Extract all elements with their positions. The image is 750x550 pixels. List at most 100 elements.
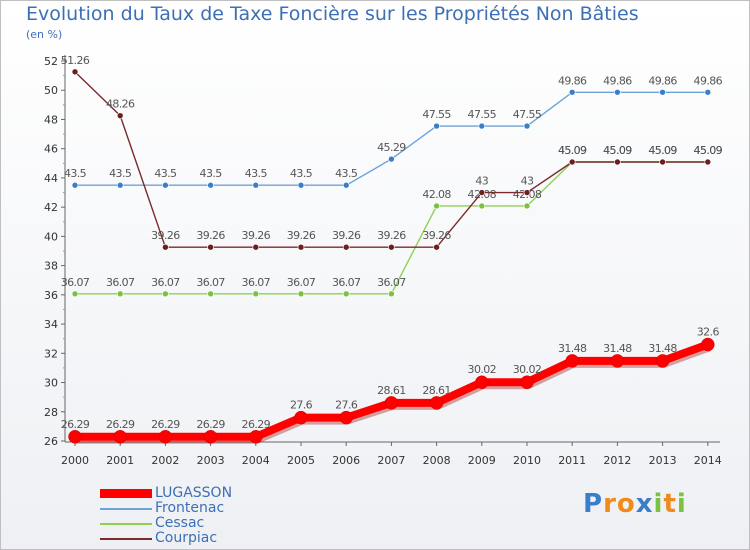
data-label: 39.26 [287,229,316,242]
y-tick-label: 52 [44,55,58,68]
data-label: 36.07 [106,276,135,289]
data-label: 43.5 [64,167,87,180]
y-tick-label: 26 [44,435,58,448]
data-point [520,375,534,389]
x-tick-label: 2005 [287,454,315,467]
data-label: 49.86 [558,74,587,87]
x-tick-label: 2008 [423,454,451,467]
data-label: 45.09 [603,144,632,157]
data-label: 51.26 [61,54,90,67]
legend-label: Cessac [155,515,205,531]
y-tick-label: 28 [44,406,58,419]
y-tick-label: 34 [44,318,58,331]
data-point [207,290,214,298]
y-tick-label: 44 [44,172,58,185]
data-label: 49.86 [694,74,723,87]
y-tick-label: 32 [44,347,58,360]
data-label: 45.29 [377,141,406,154]
data-point [342,290,350,298]
legend-label: LUGASSON [155,485,233,501]
data-point [162,243,169,251]
data-label: 43.5 [335,167,358,180]
data-label: 26.29 [61,418,90,431]
data-label: 26.29 [196,418,225,431]
data-point [614,88,621,96]
data-point [113,430,127,444]
data-label: 28.61 [377,384,406,397]
logo-letter: i [676,489,687,519]
data-label: 36.07 [377,276,406,289]
data-point [433,243,440,251]
data-point [116,181,124,189]
data-point [523,202,531,210]
data-point [433,202,440,210]
data-point [478,122,486,130]
data-label: 45.09 [694,144,723,157]
data-point [478,202,486,210]
data-label: 45.09 [558,144,587,157]
data-label: 27.6 [335,399,358,412]
data-label: 36.07 [242,276,271,289]
data-point [655,354,670,368]
logo-letter: t [663,489,677,519]
data-label: 36.07 [61,276,90,289]
x-tick-label: 2013 [649,454,677,467]
legend-swatch [100,538,152,540]
data-label: 45.09 [648,144,677,157]
data-label: 39.26 [196,229,225,242]
data-label: 31.48 [648,342,677,355]
data-label: 43.5 [245,167,268,180]
y-tick-label: 38 [44,260,58,273]
data-label: 47.55 [513,108,542,121]
y-tick-label: 50 [44,84,58,97]
data-label: 47.55 [422,108,451,121]
x-tick-label: 2010 [513,454,541,467]
data-point [704,88,712,96]
data-point [339,410,353,425]
data-label: 36.07 [287,276,316,289]
x-tick-label: 2011 [558,454,586,467]
data-point [478,189,486,196]
data-point [388,290,395,298]
logo-letter: P [583,489,604,519]
data-point [68,430,82,444]
data-label: 48.26 [106,98,135,111]
data-point [659,88,666,96]
legend-swatch [100,489,152,498]
data-label: 39.26 [151,229,180,242]
data-label: 49.86 [648,74,677,87]
data-point [614,158,621,166]
data-label: 45.09 [558,144,587,157]
y-tick-label: 30 [44,377,58,390]
data-point [162,181,169,189]
x-tick-label: 2009 [468,454,496,467]
data-label: 45.09 [603,144,632,157]
data-label: 26.29 [106,418,135,431]
data-label: 39.26 [422,229,451,242]
data-point [207,181,214,189]
data-label: 43.5 [154,167,177,180]
data-point [297,290,305,298]
legend-label: Courpiac [155,530,218,546]
y-tick-label: 48 [44,113,58,126]
logo-letter: x [635,489,654,519]
legend-swatch [100,523,152,525]
data-label: 31.48 [603,342,632,355]
data-point [203,430,218,444]
data-point [252,290,260,298]
series-line [75,161,708,295]
data-label: 39.26 [332,229,361,242]
y-tick-label: 36 [44,289,58,302]
data-point [388,155,395,163]
data-label: 42.08 [422,188,451,201]
data-point [523,189,531,196]
data-label: 28.61 [422,384,451,397]
data-point [71,68,79,76]
legend-swatch [100,508,152,510]
legend-label: Frontenac [155,500,225,516]
data-point [659,158,666,166]
data-point [388,243,395,251]
data-label: 45.09 [694,144,723,157]
data-label: 43 [475,175,488,188]
